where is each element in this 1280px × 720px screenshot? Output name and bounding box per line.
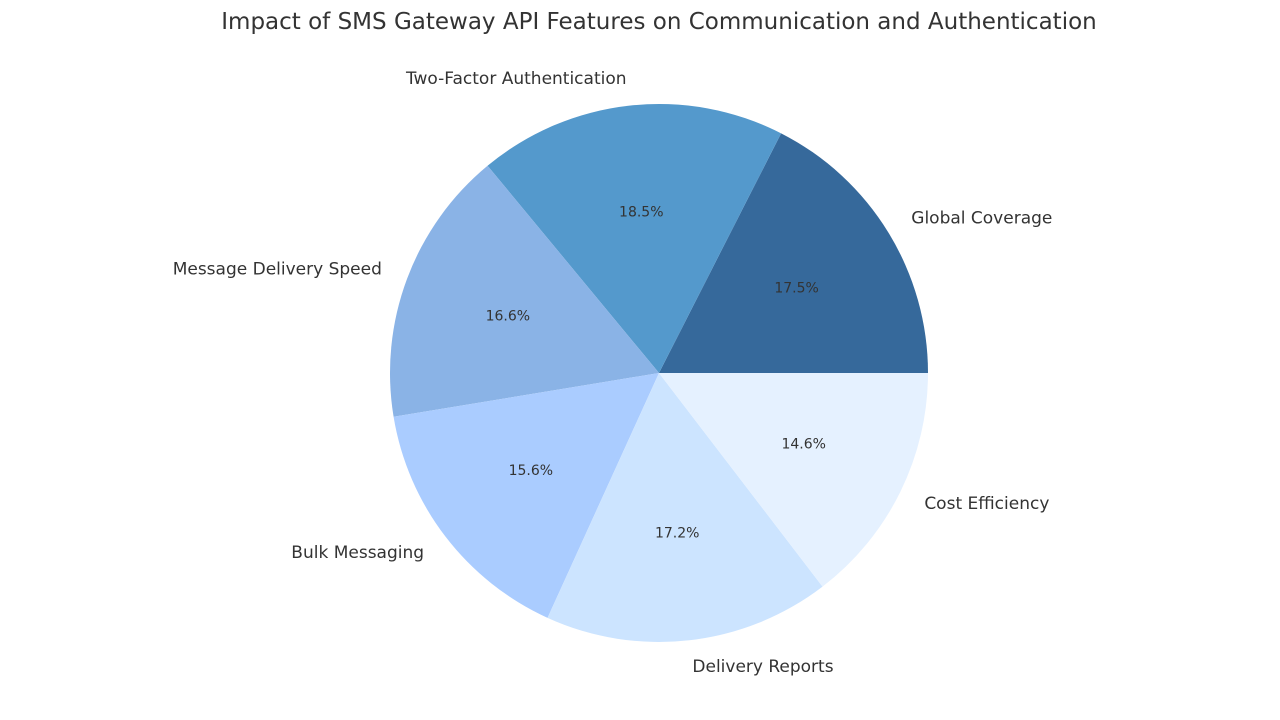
slice-percent-message-delivery-speed: 16.6% [486,308,530,324]
slice-label-global-coverage: Global Coverage [911,208,1052,228]
slice-percent-delivery-reports: 17.2% [655,525,699,541]
pie-slice-cost-efficiency [659,373,928,587]
slice-label-two-factor-authentication: Two-Factor Authentication [405,69,627,89]
slice-label-message-delivery-speed: Message Delivery Speed [173,259,382,279]
slice-percent-cost-efficiency: 14.6% [781,436,825,452]
pie-slices [390,103,928,642]
pie-slice-two-factor-authentication [487,103,782,373]
pie-slice-message-delivery-speed [390,165,659,417]
slice-label-bulk-messaging: Bulk Messaging [291,543,424,563]
slice-label-delivery-reports: Delivery Reports [692,657,833,677]
chart-title: Impact of SMS Gateway API Features on Co… [221,9,1096,35]
pie-slice-bulk-messaging [393,373,659,618]
pie-slice-global-coverage [659,133,928,373]
pie-labels: Global Coverage 17.5% Two-Factor Authentic… [173,69,1053,677]
pie-slice-delivery-reports [547,373,823,642]
slice-percent-bulk-messaging: 15.6% [509,463,553,479]
slice-percent-global-coverage: 17.5% [774,281,818,297]
slice-percent-two-factor-authentication: 18.5% [619,205,663,221]
slice-label-cost-efficiency: Cost Efficiency [924,494,1049,514]
